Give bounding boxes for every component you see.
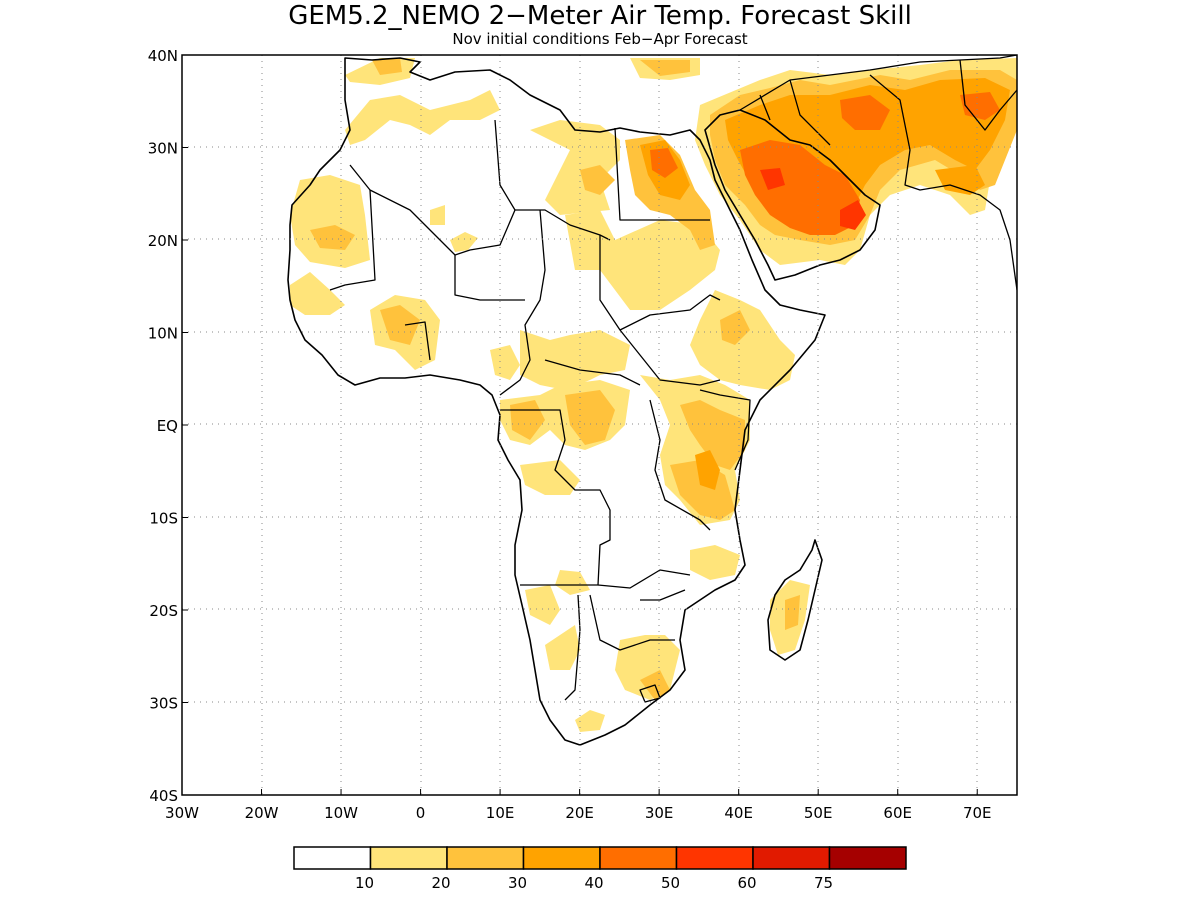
- x-tick-label: 20E: [565, 804, 594, 822]
- colorbar-swatch: [599, 846, 678, 870]
- colorbar: 10 20 30 40 50 60 75: [293, 846, 907, 892]
- x-tick-label: 10E: [486, 804, 515, 822]
- colorbar-swatch: [828, 846, 907, 870]
- x-tick-label: 0: [416, 804, 426, 822]
- x-tick-label: 10W: [324, 804, 358, 822]
- colorbar-swatch: [369, 846, 448, 870]
- colorbar-swatch: [522, 846, 601, 870]
- x-tick-label: 30W: [165, 804, 199, 822]
- colorbar-swatch: [675, 846, 754, 870]
- y-tick-label: 40S: [149, 787, 178, 805]
- x-tick-label: 30E: [645, 804, 674, 822]
- x-tick-label: 20W: [245, 804, 279, 822]
- colorbar-label: 30: [508, 874, 527, 892]
- colorbar-label: 20: [431, 874, 450, 892]
- y-tick-label: 30S: [149, 695, 178, 713]
- y-tick-label: EQ: [157, 417, 178, 435]
- coastline-borders: [287, 55, 1017, 746]
- colorbar-label: 60: [737, 874, 756, 892]
- map-title: GEM5.2_NEMO 2−Meter Air Temp. Forecast S…: [288, 1, 912, 31]
- y-tick-label: 30N: [148, 140, 178, 158]
- colorbar-label: 75: [814, 874, 833, 892]
- colorbar-label: 50: [661, 874, 680, 892]
- x-tick-label: 70E: [963, 804, 992, 822]
- skill-shading-50-60: [760, 168, 866, 230]
- colorbar-label: 40: [584, 874, 603, 892]
- y-axis: 40N 30N 20N 10N EQ 10S 20S 30S 40S: [148, 47, 188, 805]
- map-subtitle: Nov initial conditions Feb−Apr Forecast: [452, 30, 747, 48]
- colorbar-swatch: [293, 846, 372, 870]
- colorbar-swatch: [752, 846, 831, 870]
- colorbar-label: 10: [355, 874, 374, 892]
- colorbar-swatch: [446, 846, 525, 870]
- y-tick-label: 10S: [149, 510, 178, 528]
- y-tick-label: 40N: [148, 47, 178, 65]
- y-tick-label: 20N: [148, 232, 178, 250]
- y-tick-label: 20S: [149, 602, 178, 620]
- x-tick-label: 40E: [724, 804, 753, 822]
- y-tick-label: 10N: [148, 325, 178, 343]
- x-tick-label: 50E: [804, 804, 833, 822]
- skill-shading-40-50: [650, 92, 1000, 235]
- x-tick-label: 60E: [883, 804, 912, 822]
- x-axis: 30W 20W 10W 0 10E 20E 30E 40E 50E 60E 70E: [165, 789, 992, 822]
